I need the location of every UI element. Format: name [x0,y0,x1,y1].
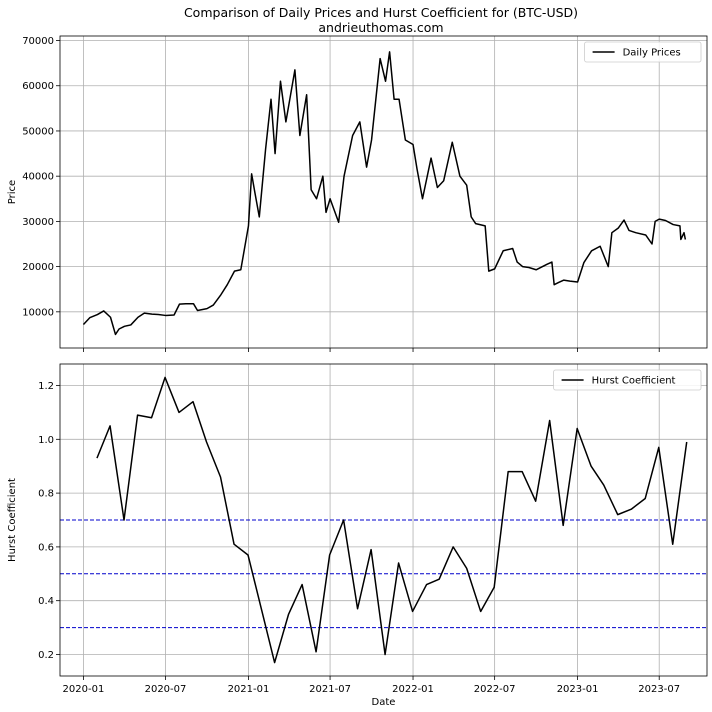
hurst-legend-box [553,369,702,391]
hurst-y-tick-label: 1.0 [38,435,54,446]
price-legend-label: Daily Prices [623,48,681,59]
hurst-y-tick-label: 0.6 [38,542,54,553]
hurst-x-tick-label: 2023-01 [557,684,599,695]
price-y-tick-label: 20000 [22,262,54,273]
hurst-legend: Hurst Coefficient [553,369,702,391]
hurst-panel: 0.2 0.4 0.6 0.8 1.0 1.2 2020-01 2020-07 2021-01 2… [7,363,708,708]
hurst-legend-label: Hurst Coefficient [592,376,676,387]
price-y-tick-label: 30000 [22,217,54,228]
price-axes-frame [59,35,708,349]
price-y-tick-label: 40000 [22,172,54,183]
price-y-tick-label: 50000 [22,126,54,137]
price-panel: 10000 20000 30000 40000 50000 60000 70000 Price… [7,35,708,352]
hurst-x-tick-label: 2020-07 [145,684,187,695]
price-y-axis-label: Price [7,180,18,204]
hurst-y-tick-label: 0.4 [38,596,54,607]
hurst-y-tick-label: 1.2 [38,381,54,392]
chart-subtitle: andrieuthomas.com [318,20,443,35]
hurst-x-tick-label: 2021-07 [309,684,351,695]
hurst-y-axis-label: Hurst Coefficient [7,478,18,562]
hurst-y-tick-label: 0.8 [38,489,54,500]
hurst-y-tick-label: 0.2 [38,650,54,661]
hurst-x-axis-label: Date [372,697,396,708]
hurst-x-tick-label: 2021-01 [228,684,270,695]
hurst-x-tick-label: 2023-07 [638,684,680,695]
hurst-x-tick-label: 2022-07 [474,684,516,695]
price-series-line [82,51,687,336]
price-y-tick-label: 10000 [22,307,54,318]
chart-title: Comparison of Daily Prices and Hurst Coe… [184,5,578,20]
hurst-series-line [96,376,688,664]
price-legend-box [584,41,702,63]
price-y-tick-label: 70000 [22,36,54,47]
price-legend: Daily Prices [584,41,702,63]
hurst-x-tick-label: 2022-01 [392,684,434,695]
hurst-axes-frame [59,363,708,677]
price-y-tick-label: 60000 [22,81,54,92]
hurst-x-tick-label: 2020-01 [63,684,105,695]
